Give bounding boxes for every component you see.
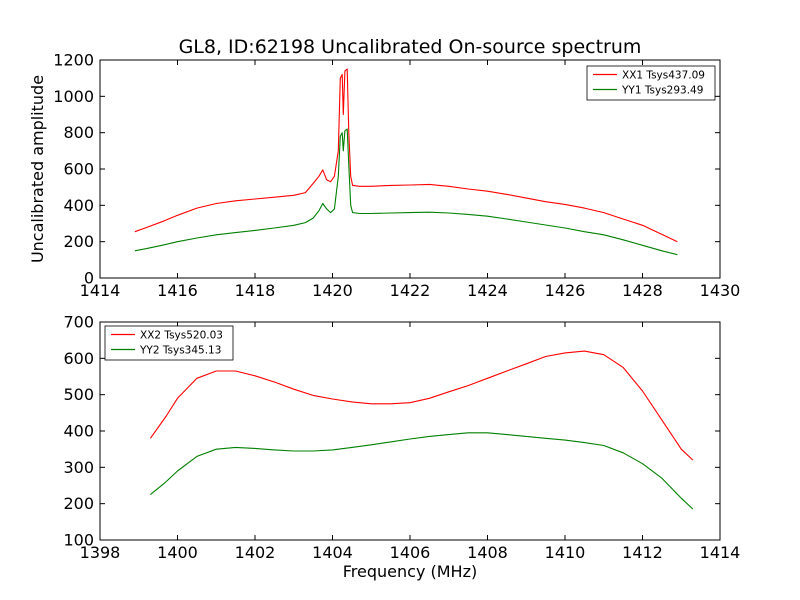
- y-tick-label: 500: [63, 385, 94, 404]
- y-tick-label: 600: [63, 349, 94, 368]
- top-spectrum-panel: 1414 1416 1418 1420 1422 1424 1426 1428 1430 0 200…: [28, 51, 740, 301]
- y-tick-label: 600: [63, 160, 94, 179]
- x-tick-label: 1410: [545, 543, 586, 562]
- y-tick-label: 700: [63, 313, 94, 332]
- y-tick-label: 800: [63, 123, 94, 142]
- x-axis-label: Frequency (MHz): [343, 562, 477, 581]
- x-tick-label: 1430: [700, 281, 741, 300]
- x-tick-label: 1424: [467, 281, 508, 300]
- y-tick-label: 400: [63, 196, 94, 215]
- x-tick-label: 1414: [80, 281, 121, 300]
- x-tick-label: 1402: [235, 543, 276, 562]
- bottom-spectrum-panel: 1398 1400 1402 1404 1406 1408 1410 1412 1414 100 2…: [63, 313, 740, 582]
- y-tick-label: 1200: [53, 51, 94, 70]
- y-tick-label: 100: [63, 531, 94, 550]
- legend: XX1 Tsys437.09 YY1 Tsys293.49: [586, 65, 716, 101]
- y-tick-label: 0: [84, 269, 94, 288]
- legend-box: [104, 325, 234, 361]
- x-tick-label: 1400: [157, 543, 198, 562]
- x-tick-label: 1408: [467, 543, 508, 562]
- x-tick-label: 1406: [390, 543, 431, 562]
- legend-box: [586, 65, 716, 101]
- legend-entry-label: YY2 Tsys345.13: [139, 345, 221, 357]
- x-tick-label: 1428: [622, 281, 663, 300]
- series-line-2: [150, 432, 694, 510]
- x-tick-label: 1420: [312, 281, 353, 300]
- legend-entry-label: XX1 Tsys437.09: [622, 70, 705, 82]
- y-tick-label: 1000: [53, 87, 94, 106]
- figure-title: GL8, ID:62198 Uncalibrated On-source spe…: [179, 36, 642, 58]
- x-tick-label: 1398: [80, 543, 121, 562]
- x-tick-label: 1418: [235, 281, 276, 300]
- series-line-1: [134, 68, 678, 243]
- y-tick-label: 300: [63, 458, 94, 477]
- x-tick-label: 1404: [312, 543, 353, 562]
- y-tick-label: 200: [63, 494, 94, 513]
- x-tick-label: 1416: [157, 281, 198, 300]
- legend: XX2 Tsys520.03 YY2 Tsys345.13: [104, 325, 234, 361]
- y-tick-label: 200: [63, 232, 94, 251]
- x-tick-label: 1426: [545, 281, 586, 300]
- y-tick-label: 400: [63, 422, 94, 441]
- series-line-1: [149, 350, 694, 461]
- series-line-2: [134, 128, 678, 256]
- legend-entry-label: YY1 Tsys293.49: [621, 85, 703, 97]
- x-tick-label: 1414: [700, 543, 741, 562]
- legend-entry-label: XX2 Tsys520.03: [140, 330, 223, 342]
- y-axis-label: Uncalibrated amplitude: [28, 75, 47, 263]
- x-tick-label: 1422: [390, 281, 431, 300]
- x-tick-label: 1412: [622, 543, 663, 562]
